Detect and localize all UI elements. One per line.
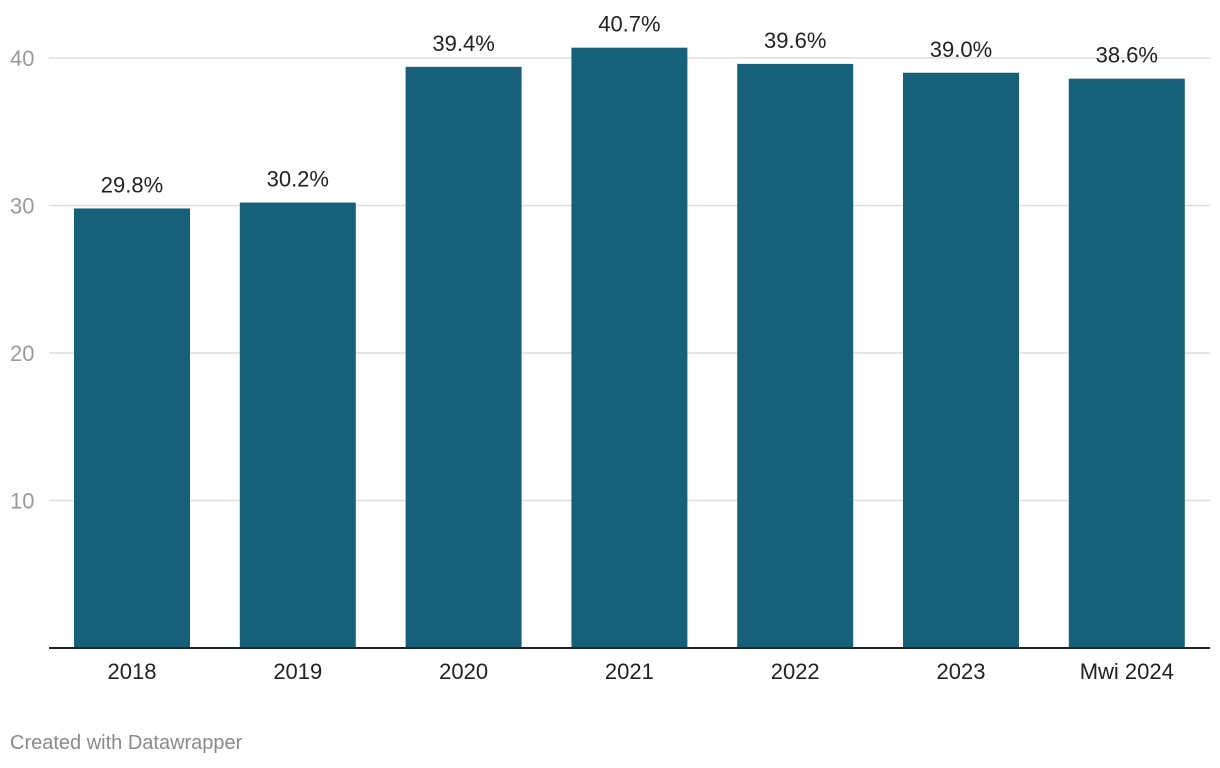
bar xyxy=(571,47,688,649)
data-labels: 29.8% 30.2% 39.4% 40.7% 39.6% 39.0% 38.6% xyxy=(101,12,1158,198)
x-axis-ticks: 2018 2019 2020 2021 2022 2023 Mwi 2024 xyxy=(108,659,1174,684)
datawrapper-credit[interactable]: Created with Datawrapper xyxy=(10,732,243,754)
y-tick-label: 30 xyxy=(10,194,34,219)
bar xyxy=(737,63,854,648)
bar xyxy=(239,202,356,649)
bar-value-label: 30.2% xyxy=(267,167,329,192)
bar-value-label: 40.7% xyxy=(598,12,660,37)
bar-value-label: 29.8% xyxy=(101,172,163,197)
x-tick-label: Mwi 2024 xyxy=(1080,659,1174,684)
bar xyxy=(1068,78,1185,648)
y-tick-label: 40 xyxy=(10,46,34,71)
bar-value-label: 39.6% xyxy=(764,28,826,53)
x-tick-label: 2022 xyxy=(771,659,820,684)
y-tick-label: 20 xyxy=(10,341,34,366)
x-tick-label: 2021 xyxy=(605,659,654,684)
y-tick-label: 10 xyxy=(10,489,34,514)
bar xyxy=(903,72,1019,648)
x-tick-label: 2018 xyxy=(108,659,157,684)
bar xyxy=(405,66,522,649)
x-tick-label: 2023 xyxy=(937,659,986,684)
bars xyxy=(74,47,1185,649)
bar-chart: 10 20 30 40 29.8% 30.2% 39.4% 40.7% 39.6% 39.0% 3… xyxy=(10,12,1210,684)
x-tick-label: 2020 xyxy=(439,659,488,684)
bar-value-label: 39.0% xyxy=(930,37,992,62)
bar xyxy=(74,208,190,648)
x-tick-label: 2019 xyxy=(273,659,322,684)
bar-value-label: 39.4% xyxy=(432,31,494,56)
bar-value-label: 38.6% xyxy=(1096,43,1158,68)
